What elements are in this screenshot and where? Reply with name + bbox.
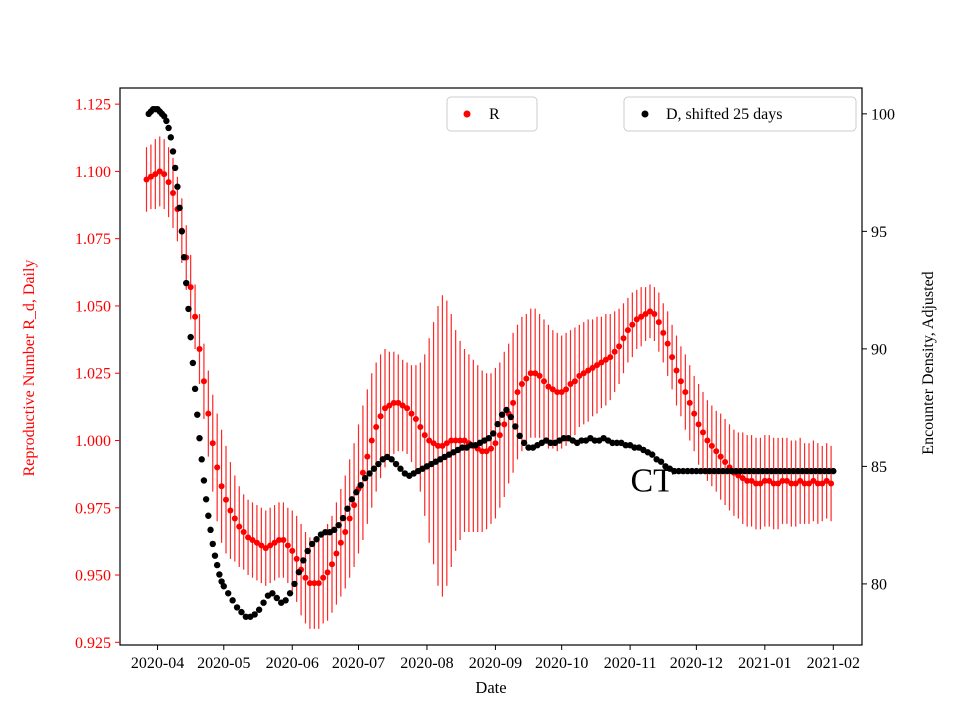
y-right-tick-label: 90 xyxy=(871,341,887,358)
y-right-tick-label: 80 xyxy=(871,576,887,593)
x-tick-label: 2020-08 xyxy=(400,655,453,672)
y-right-tick-label: 85 xyxy=(871,459,887,476)
x-tick-label: 2020-11 xyxy=(604,655,657,672)
y-right-tick-label: 95 xyxy=(871,224,887,241)
y-left-tick-label: 0.925 xyxy=(75,635,111,652)
y-right-tick-label: 100 xyxy=(871,106,895,123)
y-axis-label-right: Encounter Density, Adjusted xyxy=(920,271,937,454)
y-left-tick-label: 1.025 xyxy=(75,366,111,383)
x-tick-label: 2020-12 xyxy=(670,655,723,672)
legend-r-box xyxy=(446,96,538,132)
x-tick-label: 2020-06 xyxy=(266,655,319,672)
annotation-ct: CT xyxy=(630,463,674,500)
legend-d-label: D, shifted 25 days xyxy=(666,106,782,123)
y-left-tick-label: 0.975 xyxy=(75,500,111,517)
scatter-series-r xyxy=(143,168,835,587)
y-left-tick-label: 1.100 xyxy=(75,164,111,181)
svg-text:CT: CT xyxy=(630,463,674,500)
y-left-tick-label: 1.050 xyxy=(75,298,111,315)
legend-r-marker-icon xyxy=(463,110,471,118)
axis-ticks: 2020-04 2020-05 2020-06 2020-07 2020-08 2020-… xyxy=(75,97,895,672)
legend-r-label: R xyxy=(489,106,500,123)
x-tick-label: 2020-05 xyxy=(197,655,250,672)
errorbar-series-r xyxy=(145,136,832,629)
x-tick-label: 2021-01 xyxy=(738,655,791,672)
scatter-series-d-shifted xyxy=(145,105,837,620)
x-axis-label: Date xyxy=(475,678,506,697)
y-left-tick-label: 0.950 xyxy=(75,568,111,585)
legend-d-box xyxy=(623,96,857,132)
y-left-tick-label: 1.125 xyxy=(75,97,111,114)
x-tick-label: 2020-04 xyxy=(131,655,184,672)
x-tick-label: 2020-09 xyxy=(469,655,522,672)
plot-area xyxy=(119,87,863,646)
x-tick-label: 2020-07 xyxy=(332,655,385,672)
legend-r: R xyxy=(446,96,538,132)
x-tick-label: 2021-02 xyxy=(807,655,860,672)
legend-d-shifted: D, shifted 25 days xyxy=(623,96,857,132)
y-left-tick-label: 1.075 xyxy=(75,231,111,248)
y-left-tick-label: 1.000 xyxy=(75,433,111,450)
y-axis-label-left: Reproductive Number R_d, Daily xyxy=(21,260,38,477)
legend-d-marker-icon xyxy=(641,110,649,118)
x-tick-label: 2020-10 xyxy=(535,655,588,672)
